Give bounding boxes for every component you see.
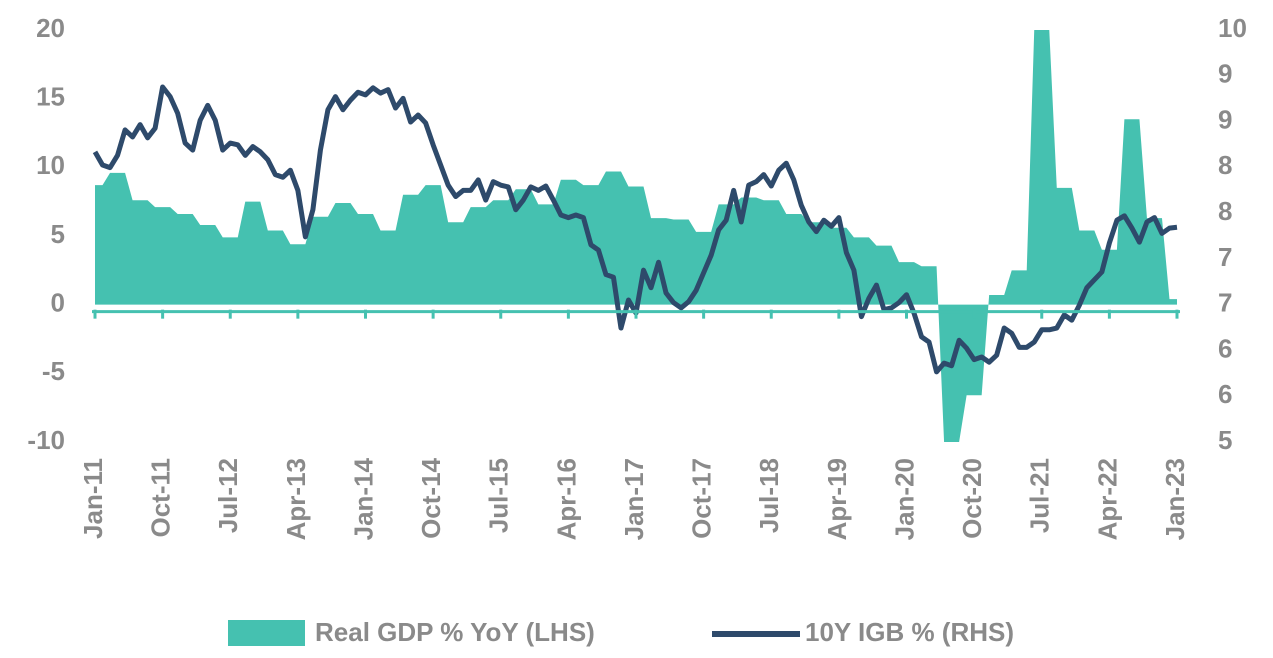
y2-tick-label: 8 xyxy=(1218,196,1232,226)
plot: Jan-11 Oct-11 Jul-12 Apr-13 Jan-14 Oct-14 Jul-… xyxy=(27,13,1247,541)
x-tick-label: Apr-13 xyxy=(281,458,311,540)
y2-tick-label: 8 xyxy=(1218,150,1232,180)
x-tick-label: Oct-20 xyxy=(957,458,987,539)
y-tick-label: -5 xyxy=(42,356,65,386)
x-tick-label: Oct-14 xyxy=(416,457,446,538)
y2-tick-label: 6 xyxy=(1218,379,1232,409)
y2-tick-label: 5 xyxy=(1218,425,1232,455)
x-tick-label: Apr-16 xyxy=(551,458,581,540)
x-tick-label: Jan-14 xyxy=(348,457,378,540)
x-tick-label: Jan-23 xyxy=(1160,458,1190,540)
y-tick-label: 10 xyxy=(36,150,65,180)
x-tick-label: Oct-11 xyxy=(146,458,176,538)
x-tick-label: Jul-21 xyxy=(1025,458,1055,533)
y2-tick-label: 7 xyxy=(1218,288,1232,318)
y2-tick-label: 7 xyxy=(1218,242,1232,272)
y2-tick-label: 9 xyxy=(1218,59,1232,89)
x-tick-label: Apr-19 xyxy=(822,458,852,540)
legend-label: 10Y IGB % (RHS) xyxy=(805,617,1014,647)
x-tick-label: Jan-17 xyxy=(619,458,649,540)
y-tick-label: 5 xyxy=(51,219,65,249)
y-tick-label: 0 xyxy=(51,288,65,318)
y2-tick-label: 9 xyxy=(1218,104,1232,134)
x-tick-label: Oct-17 xyxy=(687,458,717,539)
x-tick-label: Jul-15 xyxy=(484,458,514,533)
x-tick-label: Jan-11 xyxy=(78,458,108,539)
x-tick-label: Apr-22 xyxy=(1092,458,1122,540)
y-tick-label: 15 xyxy=(36,82,65,112)
y-tick-label: 20 xyxy=(36,13,65,43)
legend-swatch-area xyxy=(228,620,305,646)
x-tick-label: Jul-18 xyxy=(754,458,784,533)
y-tick-label: -10 xyxy=(27,425,65,455)
area xyxy=(95,30,1177,442)
x-tick-label: Jul-12 xyxy=(213,458,243,533)
y2-tick-label: 6 xyxy=(1218,333,1232,363)
legend-label: Real GDP % YoY (LHS) xyxy=(315,617,595,647)
y2-tick-label: 10 xyxy=(1218,13,1247,43)
x-tick-label: Jan-20 xyxy=(889,458,919,540)
